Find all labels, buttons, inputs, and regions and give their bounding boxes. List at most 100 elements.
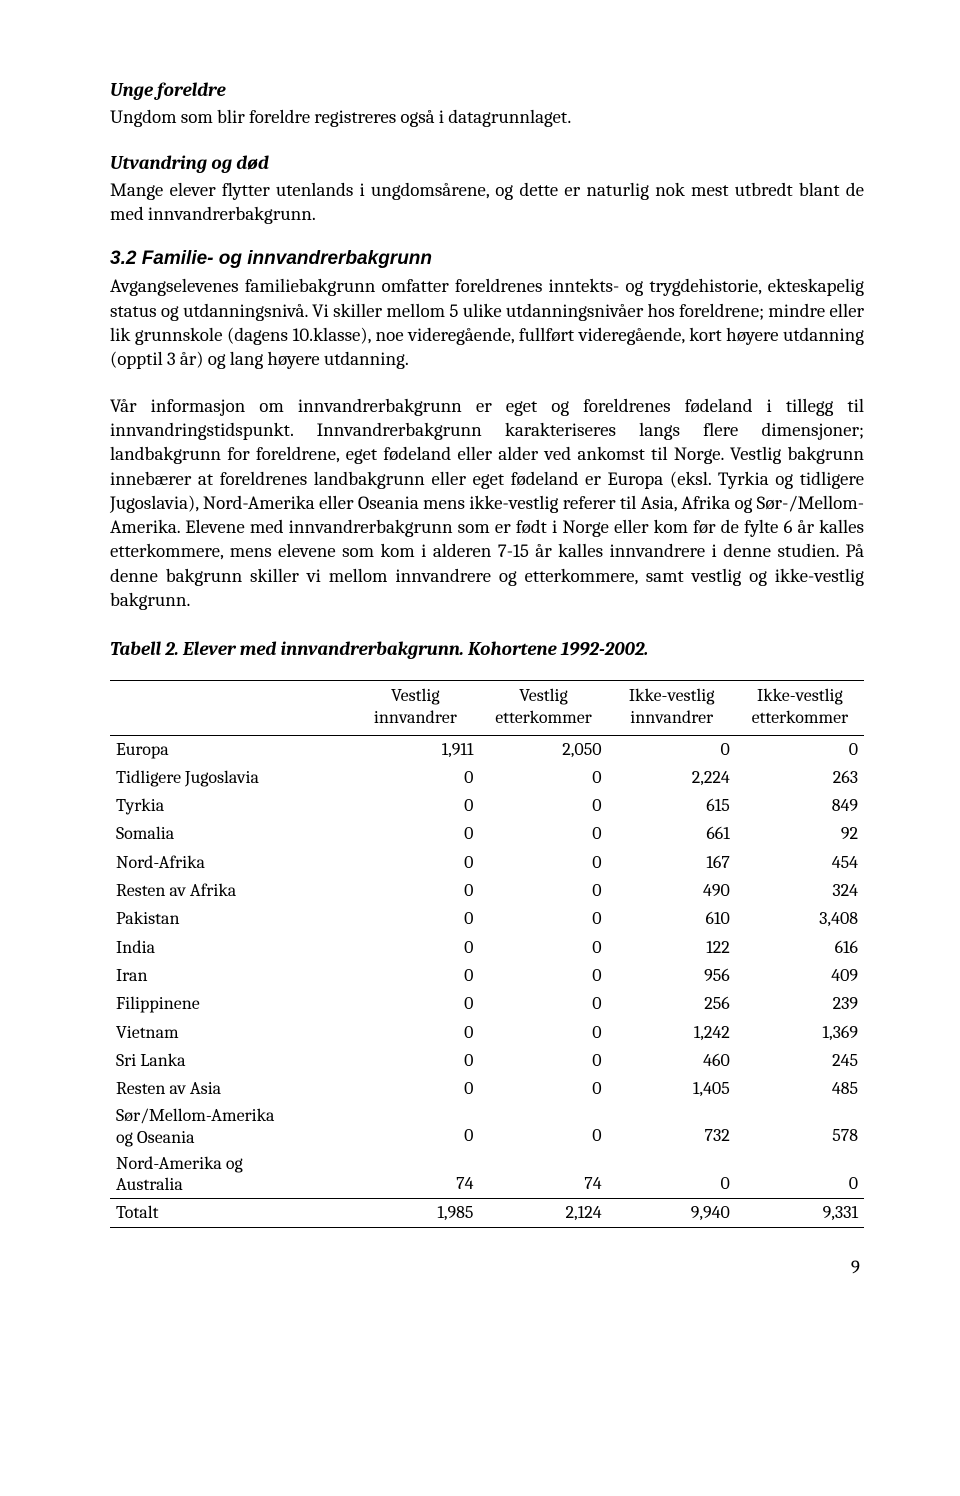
row-value: 74 bbox=[479, 1151, 607, 1199]
row-value: 460 bbox=[608, 1047, 736, 1075]
total-value: 9,940 bbox=[608, 1198, 736, 1227]
row-value: 1,405 bbox=[608, 1075, 736, 1103]
row-value: 849 bbox=[736, 792, 864, 820]
row-value: 0 bbox=[736, 1151, 864, 1199]
row-value: 1,911 bbox=[351, 735, 479, 764]
row-value: 732 bbox=[608, 1103, 736, 1150]
row-value: 661 bbox=[608, 820, 736, 848]
row-label: Pakistan bbox=[110, 905, 351, 933]
row-value: 0 bbox=[479, 1075, 607, 1103]
row-value: 0 bbox=[479, 905, 607, 933]
row-value: 0 bbox=[351, 1103, 479, 1150]
row-value: 2,224 bbox=[608, 764, 736, 792]
row-value: 0 bbox=[479, 764, 607, 792]
col-header-3: Ikke-vestliginnvandrer bbox=[608, 681, 736, 735]
table-row: Tidligere Jugoslavia002,224263 bbox=[110, 764, 864, 792]
table-header-row: Vestliginnvandrer Vestligetterkommer Ikk… bbox=[110, 681, 864, 735]
row-value: 167 bbox=[608, 849, 736, 877]
heading-3-2: 3.2 Familie- og innvandrerbakgrunn bbox=[110, 248, 864, 270]
row-value: 578 bbox=[736, 1103, 864, 1150]
row-value: 2,050 bbox=[479, 735, 607, 764]
row-label: Tyrkia bbox=[110, 792, 351, 820]
row-value: 324 bbox=[736, 877, 864, 905]
row-label: Sør/Mellom-Amerikaog Oseania bbox=[110, 1103, 351, 1150]
row-label: Vietnam bbox=[110, 1019, 351, 1047]
table-body: Europa1,9112,05000Tidligere Jugoslavia00… bbox=[110, 735, 864, 1228]
heading-unge-foreldre: Unge foreldre bbox=[110, 78, 864, 103]
row-value: 0 bbox=[479, 792, 607, 820]
row-value: 490 bbox=[608, 877, 736, 905]
row-value: 92 bbox=[736, 820, 864, 848]
table-row: Resten av Afrika00490324 bbox=[110, 877, 864, 905]
row-value: 0 bbox=[351, 877, 479, 905]
heading-utvandring: Utvandring og død bbox=[110, 151, 864, 176]
row-value: 409 bbox=[736, 962, 864, 990]
table-row: Tyrkia00615849 bbox=[110, 792, 864, 820]
row-label: Resten av Afrika bbox=[110, 877, 351, 905]
table-caption: Tabell 2. Elever med innvandrerbakgrunn.… bbox=[110, 638, 864, 660]
row-value: 0 bbox=[479, 820, 607, 848]
row-label: Europa bbox=[110, 735, 351, 764]
col-header-4: Ikke-vestligetterkommer bbox=[736, 681, 864, 735]
row-value: 256 bbox=[608, 990, 736, 1018]
row-value: 245 bbox=[736, 1047, 864, 1075]
col-header-0 bbox=[110, 681, 351, 735]
col-header-1: Vestliginnvandrer bbox=[351, 681, 479, 735]
para-3-2-b: Vår informasjon om innvandrerbakgrunn er… bbox=[110, 394, 864, 613]
row-value: 1,369 bbox=[736, 1019, 864, 1047]
row-value: 0 bbox=[479, 1103, 607, 1150]
row-value: 0 bbox=[351, 820, 479, 848]
row-value: 0 bbox=[351, 934, 479, 962]
total-label: Totalt bbox=[110, 1198, 351, 1227]
row-label: Sri Lanka bbox=[110, 1047, 351, 1075]
row-label: Somalia bbox=[110, 820, 351, 848]
row-value: 0 bbox=[351, 1075, 479, 1103]
table-row: India00122616 bbox=[110, 934, 864, 962]
row-value: 454 bbox=[736, 849, 864, 877]
para-unge-foreldre: Ungdom som blir foreldre registreres ogs… bbox=[110, 105, 864, 129]
row-value: 616 bbox=[736, 934, 864, 962]
row-label: Tidligere Jugoslavia bbox=[110, 764, 351, 792]
row-value: 610 bbox=[608, 905, 736, 933]
row-value: 485 bbox=[736, 1075, 864, 1103]
row-label: Filippinene bbox=[110, 990, 351, 1018]
table-total-row: Totalt1,9852,1249,9409,331 bbox=[110, 1198, 864, 1227]
table-row: Filippinene00256239 bbox=[110, 990, 864, 1018]
row-value: 0 bbox=[479, 1019, 607, 1047]
table-row: Sri Lanka00460245 bbox=[110, 1047, 864, 1075]
row-value: 0 bbox=[608, 735, 736, 764]
table-row: Nord-Amerika ogAustralia747400 bbox=[110, 1151, 864, 1199]
para-utvandring: Mange elever flytter utenlands i ungdoms… bbox=[110, 178, 864, 227]
table-row: Resten av Asia001,405485 bbox=[110, 1075, 864, 1103]
row-label: Resten av Asia bbox=[110, 1075, 351, 1103]
row-label: Nord-Afrika bbox=[110, 849, 351, 877]
table-row: Iran00956409 bbox=[110, 962, 864, 990]
table-row: Europa1,9112,05000 bbox=[110, 735, 864, 764]
row-value: 0 bbox=[351, 962, 479, 990]
table-row: Pakistan006103,408 bbox=[110, 905, 864, 933]
row-label: Nord-Amerika ogAustralia bbox=[110, 1151, 351, 1199]
row-value: 615 bbox=[608, 792, 736, 820]
row-value: 0 bbox=[351, 792, 479, 820]
row-value: 74 bbox=[351, 1151, 479, 1199]
row-value: 0 bbox=[351, 1019, 479, 1047]
row-value: 3,408 bbox=[736, 905, 864, 933]
row-value: 0 bbox=[351, 1047, 479, 1075]
row-value: 122 bbox=[608, 934, 736, 962]
col-header-2: Vestligetterkommer bbox=[479, 681, 607, 735]
row-value: 0 bbox=[479, 1047, 607, 1075]
total-value: 9,331 bbox=[736, 1198, 864, 1227]
row-value: 0 bbox=[479, 877, 607, 905]
data-table: Vestliginnvandrer Vestligetterkommer Ikk… bbox=[110, 680, 864, 1228]
row-value: 0 bbox=[351, 990, 479, 1018]
row-value: 0 bbox=[479, 962, 607, 990]
table-row: Sør/Mellom-Amerikaog Oseania00732578 bbox=[110, 1103, 864, 1150]
row-value: 263 bbox=[736, 764, 864, 792]
row-value: 0 bbox=[479, 849, 607, 877]
row-value: 0 bbox=[479, 934, 607, 962]
row-value: 239 bbox=[736, 990, 864, 1018]
para-3-2-a: Avgangselevenes familiebakgrunn omfatter… bbox=[110, 274, 864, 371]
table-row: Nord-Afrika00167454 bbox=[110, 849, 864, 877]
row-label: Iran bbox=[110, 962, 351, 990]
row-value: 0 bbox=[479, 990, 607, 1018]
